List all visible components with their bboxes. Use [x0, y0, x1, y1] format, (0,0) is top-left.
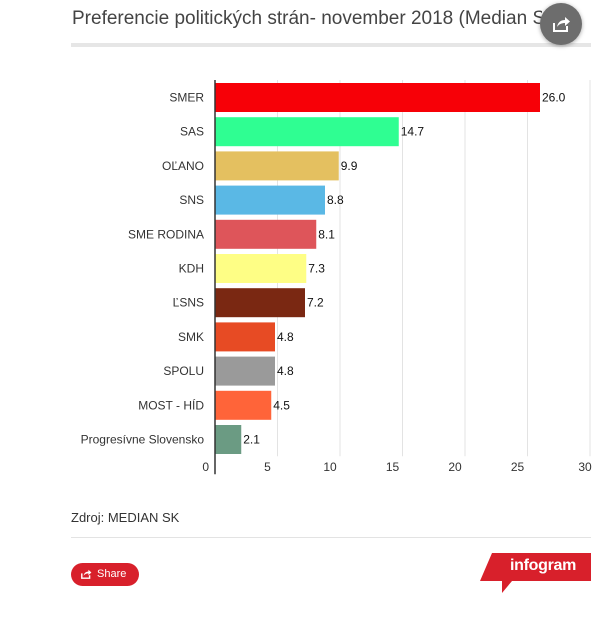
bar — [215, 322, 275, 352]
category-label: SMER — [169, 91, 204, 105]
x-tick-label: 10 — [323, 460, 337, 474]
infogram-badge[interactable] — [480, 553, 591, 595]
footer-divider — [71, 537, 591, 538]
category-label: ĽSNS — [173, 296, 204, 310]
bar — [215, 288, 305, 318]
category-label: SME RODINA — [128, 227, 204, 241]
category-label: Progresívne Slovensko — [81, 433, 205, 447]
bar — [215, 117, 399, 147]
bar — [215, 356, 275, 386]
value-label: 4.8 — [277, 330, 294, 344]
value-label: 4.5 — [273, 398, 290, 412]
share-icon — [553, 17, 570, 32]
bar-chart: SMER 26.0 SAS 14.7 OĽANO 9.9 SNS 8.8 SME RODINA 8… — [81, 80, 592, 475]
title-divider — [71, 43, 591, 47]
category-label: SNS — [179, 193, 204, 207]
share-fab-button[interactable] — [540, 3, 582, 45]
value-label: 7.2 — [307, 296, 324, 310]
category-label: SMK — [178, 330, 204, 344]
x-tick-label: 30 — [578, 460, 592, 474]
bar — [215, 390, 272, 420]
bar — [215, 425, 242, 454]
bar — [215, 219, 317, 249]
share-button-label: Share — [97, 568, 127, 580]
x-tick-label: 0 — [202, 460, 209, 474]
x-tick-label: 15 — [386, 460, 400, 474]
bar — [215, 185, 325, 215]
category-label: SAS — [180, 125, 204, 139]
x-tick-label: 25 — [511, 460, 525, 474]
chart-title: Preferencie politických strán- november … — [72, 8, 542, 29]
value-label: 14.7 — [401, 125, 425, 139]
bar — [215, 254, 307, 283]
bar — [215, 151, 339, 181]
source-note: Zdroj: MEDIAN SK — [71, 510, 180, 525]
category-label: OĽANO — [162, 159, 204, 173]
value-label: 8.1 — [318, 227, 335, 241]
x-tick-label: 5 — [264, 460, 271, 474]
share-icon — [81, 569, 92, 579]
value-label: 9.9 — [341, 159, 358, 173]
value-label: 26.0 — [542, 91, 566, 105]
category-label: MOST - HÍD — [138, 397, 204, 412]
share-button[interactable]: Share — [71, 563, 139, 586]
x-tick-label: 20 — [448, 460, 462, 474]
category-label: KDH — [179, 262, 204, 276]
value-label: 8.8 — [327, 193, 344, 207]
infogram-logo-text: infogram — [510, 557, 577, 574]
value-label: 4.8 — [277, 364, 294, 378]
value-label: 2.1 — [243, 433, 260, 447]
bar — [215, 83, 540, 112]
category-label: SPOLU — [163, 364, 204, 378]
value-label: 7.3 — [308, 262, 325, 276]
